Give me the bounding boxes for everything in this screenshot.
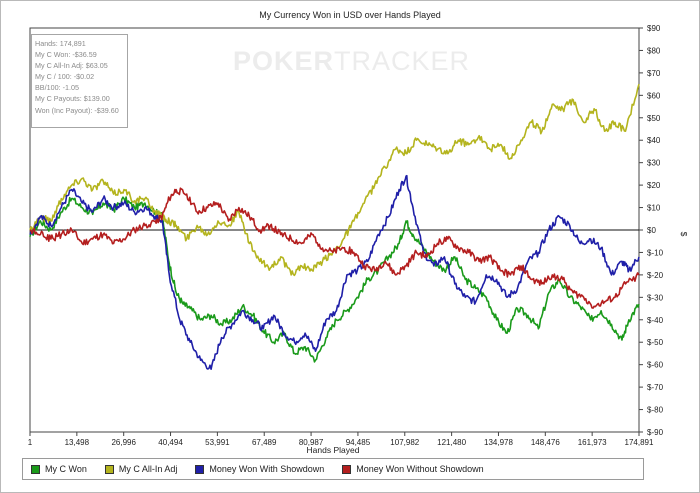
watermark-bold: POKER xyxy=(233,46,335,76)
x-tick-label: 13,498 xyxy=(65,438,90,447)
legend-swatch xyxy=(195,464,205,474)
legend-item-with-showdown[interactable]: Money Won With Showdown xyxy=(195,464,324,474)
y-tick-label: $-90 xyxy=(647,428,664,437)
x-tick-label: 107,982 xyxy=(390,438,419,447)
legend-swatch xyxy=(104,464,114,474)
x-tick-label: 161,973 xyxy=(578,438,607,447)
legend-swatch xyxy=(342,464,352,474)
x-tick-label: 121,480 xyxy=(437,438,466,447)
y-tick-label: $50 xyxy=(647,114,661,123)
series-line-4 xyxy=(29,187,640,309)
x-tick-label: 1 xyxy=(28,438,33,447)
stat-hands: Hands: 174,891 xyxy=(35,39,86,48)
y-tick-label: $-80 xyxy=(647,406,664,415)
axes: $90 $80 $70 $60 $50 $40 $30 $20 $10 $0 $-10 $-20 $-3… xyxy=(28,24,664,447)
stat-won: My C Won: -$36.59 xyxy=(35,50,97,60)
legend-item-my-c-won[interactable]: My C Won xyxy=(31,464,87,474)
y-tick-label: $-10 xyxy=(647,248,664,257)
series-line-1 xyxy=(29,196,640,363)
y-tick-label: $-30 xyxy=(647,293,664,302)
x-axis-label: Hands Played xyxy=(307,445,360,455)
x-tick-label: 67,489 xyxy=(252,438,277,447)
x-tick-label: 26,996 xyxy=(111,438,136,447)
y-tick-label: $90 xyxy=(647,24,661,33)
y-tick-label: $60 xyxy=(647,91,661,100)
y-tick-label: $80 xyxy=(647,46,661,55)
x-tick-label: 94,485 xyxy=(346,438,371,447)
legend-item-all-in-adj[interactable]: My C All-In Adj xyxy=(104,464,178,474)
series-line-3 xyxy=(29,174,640,371)
y-tick-label: $30 xyxy=(647,159,661,168)
stats-box: Hands: 174,891 My C Won: -$36.59 My C Al… xyxy=(31,34,128,128)
x-tick-label: 174,891 xyxy=(625,438,654,447)
legend-swatch xyxy=(31,464,40,474)
x-tick-label: 53,991 xyxy=(205,438,230,447)
x-tick-label: 148,476 xyxy=(531,438,560,447)
legend-label: My C Won xyxy=(45,464,87,474)
y-tick-label: $-50 xyxy=(647,338,664,347)
y-tick-label: $-40 xyxy=(647,316,664,325)
y-tick-label: $-70 xyxy=(647,383,664,392)
series-group xyxy=(29,83,640,371)
stat-bb-100: BB/100: -1.05 xyxy=(35,83,79,93)
legend-label: Money Won Without Showdown xyxy=(356,464,484,474)
stat-allin-adj: My C All-In Adj: $63.05 xyxy=(35,61,108,71)
x-tick-label: 40,494 xyxy=(158,438,183,447)
legend-item-without-showdown[interactable]: Money Won Without Showdown xyxy=(342,464,484,474)
y-tick-label: $20 xyxy=(647,181,661,190)
y-tick-label: $70 xyxy=(647,69,661,78)
legend-label: My C All-In Adj xyxy=(118,464,178,474)
legend: My C Won My C All-In Adj Money Won With … xyxy=(22,458,644,480)
x-tick-label: 80,987 xyxy=(299,438,324,447)
y-tick-label: $-20 xyxy=(647,271,664,280)
chart-title: My Currency Won in USD over Hands Played xyxy=(259,10,440,20)
y-tick-label: $10 xyxy=(647,204,661,213)
watermark-logo: POKERTRACKER xyxy=(233,46,470,77)
stat-payouts: My C Payouts: $139.00 xyxy=(35,94,110,104)
stat-per-100: My C / 100: -$0.02 xyxy=(35,72,95,82)
watermark-light: TRACKER xyxy=(334,46,471,76)
y-tick-label: $40 xyxy=(647,136,661,145)
series-line-2 xyxy=(29,83,640,277)
y-tick-label: $0 xyxy=(647,226,656,235)
legend-label: Money Won With Showdown xyxy=(209,464,325,474)
y-axis-label: $ xyxy=(679,232,689,237)
stat-won-inc-payout: Won (Inc Payout): -$39.60 xyxy=(35,105,119,115)
y-tick-label: $-60 xyxy=(647,361,664,370)
x-tick-label: 134,978 xyxy=(484,438,513,447)
